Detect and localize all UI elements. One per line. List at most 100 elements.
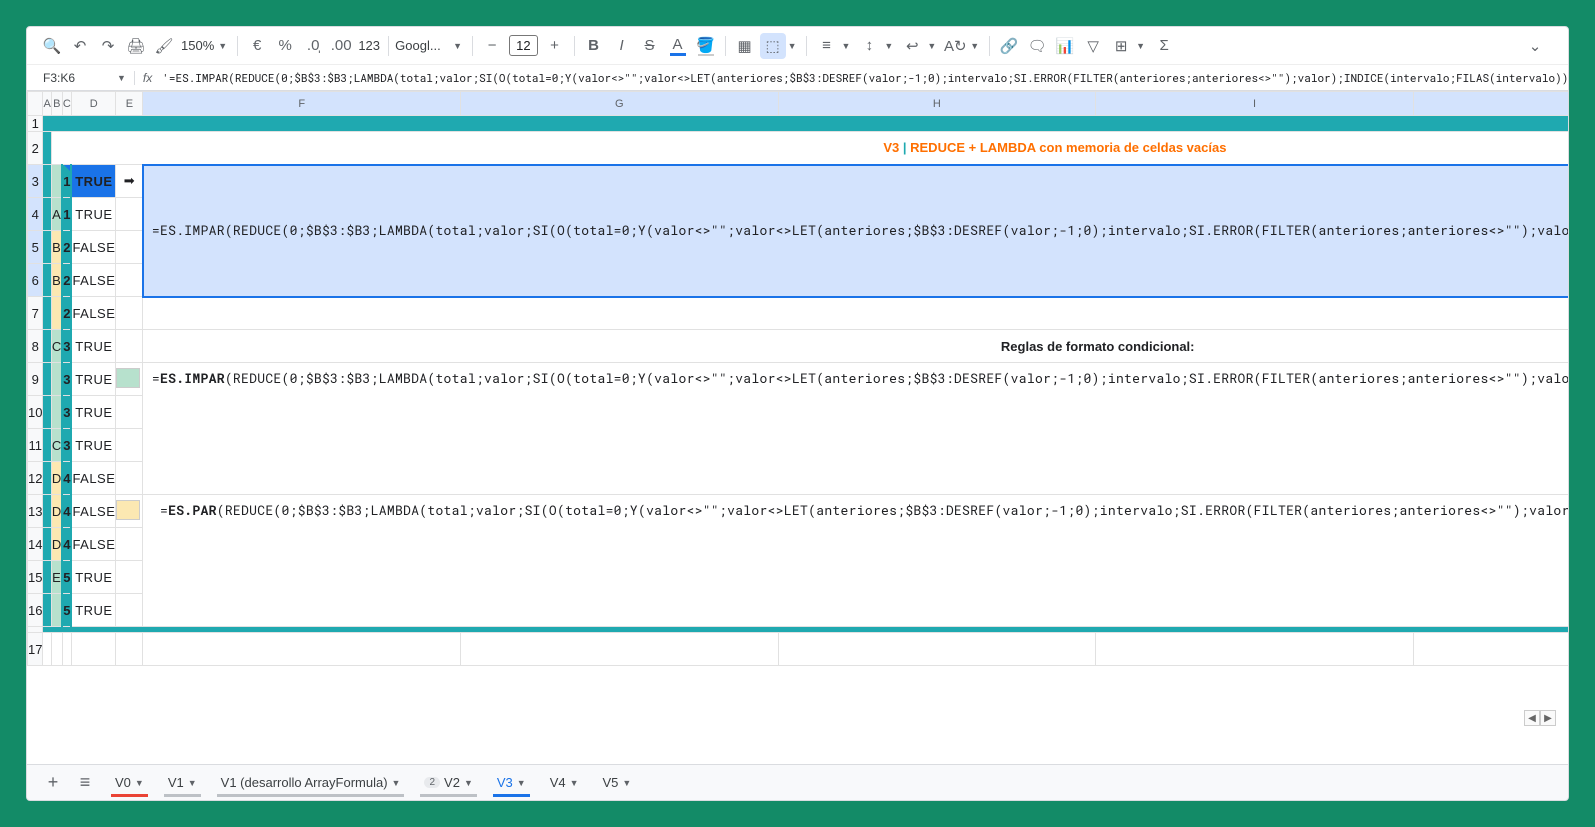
- boolean-cell[interactable]: TRUE: [71, 198, 115, 231]
- col-header[interactable]: F: [143, 92, 461, 116]
- row-header[interactable]: 8: [28, 330, 43, 363]
- data-cell-b[interactable]: [51, 297, 62, 330]
- undo-icon[interactable]: ↶: [67, 33, 93, 59]
- row-header[interactable]: 17: [28, 633, 43, 666]
- counter-cell[interactable]: 4: [62, 495, 71, 528]
- sheet-tab[interactable]: V4▼: [538, 769, 591, 796]
- cell[interactable]: [43, 633, 51, 666]
- boolean-cell[interactable]: TRUE: [71, 330, 115, 363]
- data-cell-b[interactable]: [51, 396, 62, 429]
- col-header[interactable]: B: [51, 92, 62, 116]
- sheet-tab[interactable]: V1▼: [156, 769, 209, 796]
- link-icon[interactable]: 🔗: [996, 33, 1022, 59]
- increase-decimal-icon[interactable]: .00: [328, 33, 354, 59]
- boolean-cell[interactable]: FALSE: [71, 462, 115, 495]
- sheet-tab-dropdown-icon[interactable]: ▼: [464, 778, 473, 788]
- zoom-dropdown-icon[interactable]: ▼: [218, 41, 231, 51]
- cell[interactable]: [116, 528, 143, 561]
- data-cell-b[interactable]: D: [51, 528, 62, 561]
- cell[interactable]: [116, 594, 143, 627]
- scroll-right-icon[interactable]: ▶: [1540, 710, 1556, 726]
- boolean-cell[interactable]: FALSE: [71, 231, 115, 264]
- font-size-input[interactable]: 12: [509, 35, 537, 56]
- name-box[interactable]: F3:K6: [27, 71, 117, 85]
- strikethrough-icon[interactable]: S: [637, 33, 663, 59]
- col-header[interactable]: H: [778, 92, 1096, 116]
- row-header[interactable]: 15: [28, 561, 43, 594]
- grid-area[interactable]: A B C D E F G H I J K L 12V3 | REDUCE + …: [27, 91, 1568, 764]
- data-cell-b[interactable]: C: [51, 330, 62, 363]
- row-header[interactable]: 7: [28, 297, 43, 330]
- data-cell-b[interactable]: C: [51, 429, 62, 462]
- fill-color-icon[interactable]: 🪣: [693, 33, 719, 59]
- boolean-cell[interactable]: TRUE: [71, 429, 115, 462]
- row-header[interactable]: 6: [28, 264, 43, 297]
- counter-cell[interactable]: 3: [62, 330, 71, 363]
- comment-icon[interactable]: 🗨: [1024, 33, 1050, 59]
- font-dropdown-icon[interactable]: ▼: [453, 41, 466, 51]
- merge-cells-icon[interactable]: ⬚: [760, 33, 786, 59]
- rotate-icon[interactable]: A↻: [942, 33, 968, 59]
- sheet-tab-dropdown-icon[interactable]: ▼: [622, 778, 631, 788]
- cell[interactable]: [116, 396, 143, 429]
- chart-icon[interactable]: 📊: [1052, 33, 1078, 59]
- select-all-corner[interactable]: [28, 92, 43, 116]
- row-header[interactable]: 14: [28, 528, 43, 561]
- cell[interactable]: [461, 633, 779, 666]
- sheet-tab-dropdown-icon[interactable]: ▼: [570, 778, 579, 788]
- col-header[interactable]: E: [116, 92, 143, 116]
- col-header[interactable]: G: [461, 92, 779, 116]
- boolean-cell[interactable]: TRUE: [71, 594, 115, 627]
- font-size-decrease-icon[interactable]: −: [479, 33, 505, 59]
- name-box-dropdown-icon[interactable]: ▼: [117, 73, 126, 83]
- filter-icon[interactable]: ▽: [1080, 33, 1106, 59]
- cell[interactable]: [71, 633, 115, 666]
- sheet-tab-dropdown-icon[interactable]: ▼: [135, 778, 144, 788]
- sheet-tab[interactable]: V5▼: [591, 769, 644, 796]
- counter-cell[interactable]: 5: [62, 594, 71, 627]
- cell[interactable]: [51, 633, 62, 666]
- sheet-tab[interactable]: V1 (desarrollo ArrayFormula)▼: [209, 769, 413, 796]
- col-header[interactable]: C: [62, 92, 71, 116]
- sheet-tab[interactable]: V3▼: [485, 769, 538, 796]
- functions-icon[interactable]: Σ: [1151, 33, 1177, 59]
- boolean-cell[interactable]: TRUE: [71, 165, 115, 198]
- cell[interactable]: [116, 198, 143, 231]
- redo-icon[interactable]: ↷: [95, 33, 121, 59]
- data-cell-b[interactable]: [51, 165, 62, 198]
- filter-views-icon[interactable]: ⊞: [1108, 33, 1134, 59]
- collapse-toolbar-icon[interactable]: ⌄: [1522, 33, 1548, 59]
- selected-formula-display[interactable]: =ES.IMPAR(REDUCE(0;$B$3:$B3;LAMBDA(total…: [143, 165, 1568, 297]
- bold-icon[interactable]: B: [581, 33, 607, 59]
- cell[interactable]: [778, 633, 1096, 666]
- format-123-icon[interactable]: 123: [356, 33, 382, 59]
- cell[interactable]: [1096, 633, 1414, 666]
- col-header[interactable]: I: [1096, 92, 1414, 116]
- sheet-tab[interactable]: 2V2▼: [412, 769, 484, 796]
- print-icon[interactable]: 🖨: [123, 33, 149, 59]
- counter-cell[interactable]: 3: [62, 396, 71, 429]
- cell[interactable]: [116, 231, 143, 264]
- cell[interactable]: [116, 495, 143, 528]
- cell[interactable]: [116, 330, 143, 363]
- data-cell-b[interactable]: A: [51, 198, 62, 231]
- data-cell-b[interactable]: [51, 594, 62, 627]
- font-family[interactable]: Googl...: [395, 38, 451, 53]
- decrease-decimal-icon[interactable]: .0̩: [300, 33, 326, 59]
- all-sheets-icon[interactable]: ≡: [71, 772, 99, 793]
- valign-icon[interactable]: ↕: [856, 33, 882, 59]
- data-cell-b[interactable]: E: [51, 561, 62, 594]
- formula-input[interactable]: '=ES.IMPAR(REDUCE(0;$B$3:$B3;LAMBDA(tota…: [160, 70, 1568, 85]
- data-cell-b[interactable]: B: [51, 231, 62, 264]
- row-header[interactable]: 10: [28, 396, 43, 429]
- cell[interactable]: [116, 561, 143, 594]
- boolean-cell[interactable]: FALSE: [71, 528, 115, 561]
- halign-icon[interactable]: ≡: [813, 33, 839, 59]
- row-header[interactable]: 5: [28, 231, 43, 264]
- horizontal-scroll-buttons[interactable]: ◀ ▶: [1524, 710, 1556, 726]
- cell[interactable]: [116, 363, 143, 396]
- text-color-icon[interactable]: A: [665, 33, 691, 59]
- boolean-cell[interactable]: TRUE: [71, 561, 115, 594]
- cell[interactable]: [116, 297, 143, 330]
- cell[interactable]: [1413, 633, 1568, 666]
